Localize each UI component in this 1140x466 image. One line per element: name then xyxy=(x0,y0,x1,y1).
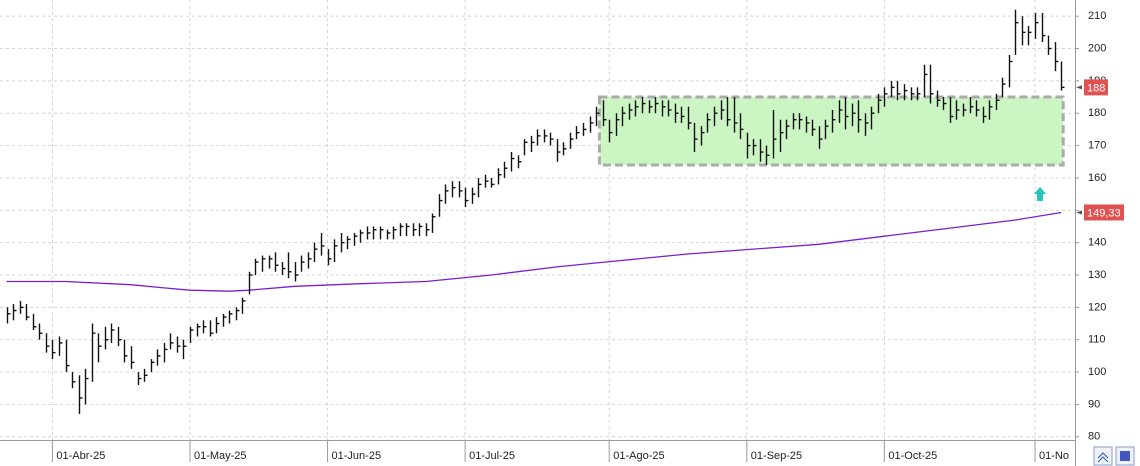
y-tick-label: 80 xyxy=(1088,431,1100,443)
ma-layer xyxy=(6,211,1062,292)
y-tick-label: 100 xyxy=(1088,366,1106,378)
y-tick-label: 90 xyxy=(1088,398,1100,410)
y-tick-label: 130 xyxy=(1088,269,1106,281)
x-tick-label: 01-Abr-25 xyxy=(56,450,105,462)
y-tick-label: 210 xyxy=(1088,10,1106,22)
highlight-zone xyxy=(597,95,1065,167)
price-tag xyxy=(1084,79,1108,96)
zone-layer xyxy=(597,95,1065,167)
save-icon xyxy=(1120,451,1130,461)
price-pointer xyxy=(1076,210,1082,215)
y-tick-label: 200 xyxy=(1088,42,1106,54)
x-tick-label: 01-Jun-25 xyxy=(332,450,382,462)
price-tag-label: 188 xyxy=(1087,82,1105,94)
y-tick-label: 160 xyxy=(1088,172,1106,184)
x-tick-label: 01-May-25 xyxy=(194,450,247,462)
y-tick-label: 120 xyxy=(1088,301,1106,313)
scroll-icon xyxy=(1097,452,1109,463)
arrow-icon xyxy=(1034,187,1046,201)
y-tick-label: 110 xyxy=(1088,334,1106,346)
price-tag-label: 149,33 xyxy=(1087,207,1121,219)
x-tick-label: 01-Ago-25 xyxy=(613,450,664,462)
price-pointer xyxy=(1076,85,1082,90)
y-tick-label: 180 xyxy=(1088,107,1106,119)
axis-layer: 8090100110120130140150160170180190200210… xyxy=(51,10,1124,462)
y-tick-label: 140 xyxy=(1088,237,1106,249)
scroll-button[interactable] xyxy=(1093,446,1113,466)
bars-layer xyxy=(6,9,1065,415)
x-tick-label: 01-Jul-25 xyxy=(469,450,515,462)
price-tag xyxy=(1084,204,1124,221)
moving-average xyxy=(6,211,1062,292)
y-tick-label: 170 xyxy=(1088,139,1106,151)
x-tick-label: 01-Oct-25 xyxy=(888,450,937,462)
x-tick-label: 01-No xyxy=(1039,450,1069,462)
x-tick-label: 01-Sep-25 xyxy=(751,450,802,462)
